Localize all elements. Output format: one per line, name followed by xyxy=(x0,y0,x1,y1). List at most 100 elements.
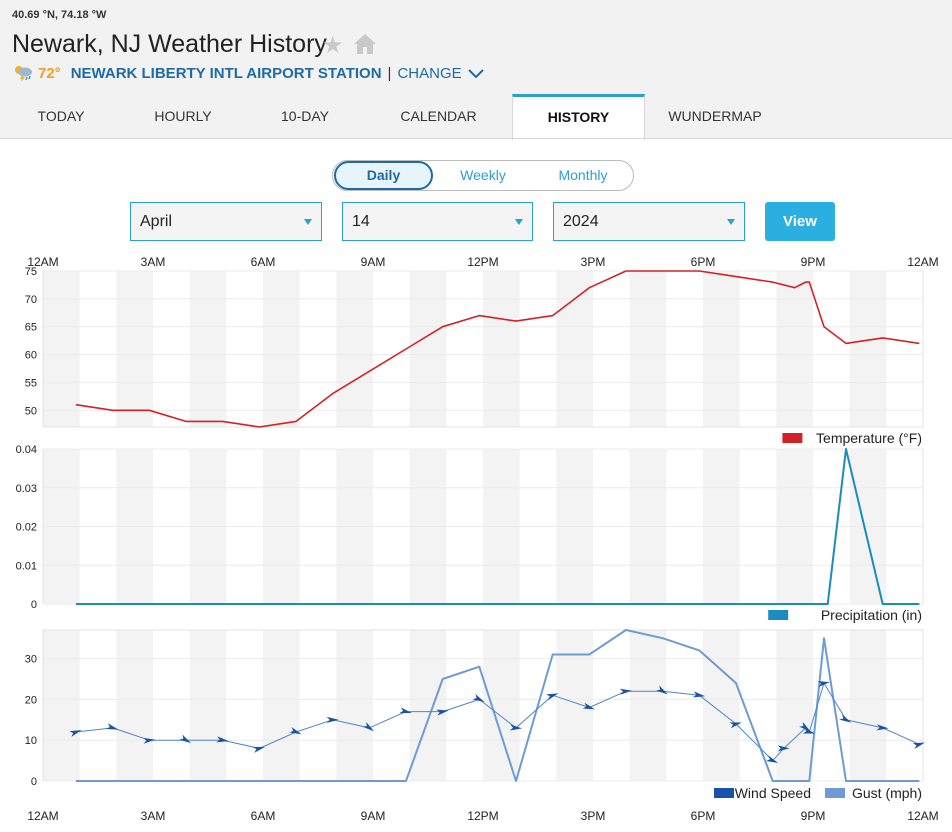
history-charts: 12AM 12AM 3AM 3AM 6AM 6AM 9AM 9AM 12PM 12PM 3PM 3PM… xyxy=(16,255,939,823)
legend-swatch xyxy=(782,433,803,443)
hour-band xyxy=(336,271,373,427)
wind-arrow-shape xyxy=(472,694,485,703)
wind-direction-arrow xyxy=(143,737,156,744)
wind-direction-arrow xyxy=(839,714,852,723)
x-tick-label-top: 12AM xyxy=(907,255,938,269)
wind-arrow-shape xyxy=(912,742,926,750)
gust-line xyxy=(76,629,920,782)
tab-history[interactable]: HISTORY xyxy=(512,94,645,140)
home-icon[interactable] xyxy=(353,33,377,55)
x-tick-label-top: 6PM xyxy=(691,255,716,269)
wind-direction-arrow xyxy=(766,755,779,763)
wind-arrow-shape xyxy=(656,685,668,695)
caret-down-icon xyxy=(304,219,312,225)
x-tick-label-top: 3PM xyxy=(581,255,606,269)
wind-direction-arrow xyxy=(399,707,412,714)
wind-direction-arrow xyxy=(729,722,742,729)
wind-arrow-shape xyxy=(777,745,790,752)
legend-label: Temperature (°F) xyxy=(816,430,922,446)
x-tick-label-bottom: 9PM xyxy=(801,809,826,823)
y-tick-label: 0.01 xyxy=(16,560,37,572)
tab-hourly[interactable]: HOURLY xyxy=(154,108,212,124)
wind-arrow-shape xyxy=(326,716,339,723)
hour-band xyxy=(629,630,667,781)
day-select[interactable]: 14 xyxy=(342,202,533,241)
x-tick-label-bottom: 3AM xyxy=(141,809,166,823)
tab-calendar[interactable]: CALENDAR xyxy=(400,108,477,124)
period-daily-button[interactable]: Daily xyxy=(334,161,433,190)
wind-arrow-shape xyxy=(509,724,522,731)
wind-direction-arrow xyxy=(912,742,926,750)
hour-band xyxy=(189,271,227,427)
wind-direction-arrow xyxy=(326,716,339,723)
hour-band xyxy=(43,271,80,427)
y-tick-label: 0.03 xyxy=(16,483,37,495)
x-tick-label-bottom: 12AM xyxy=(27,809,58,823)
view-button[interactable]: View xyxy=(765,202,835,241)
hour-band xyxy=(483,630,520,781)
wind-direction-arrow xyxy=(656,685,668,695)
station-link[interactable]: NEWARK LIBERTY INTL AIRPORT STATION xyxy=(70,64,382,82)
period-weekly-button[interactable]: Weekly xyxy=(460,167,506,183)
wind-arrow-shape xyxy=(143,737,156,744)
hour-band xyxy=(776,271,813,427)
year-select[interactable]: 2024 xyxy=(553,202,745,241)
x-tick-label-top: 12PM xyxy=(467,255,498,269)
wind-direction-arrow xyxy=(777,745,790,752)
wind-arrow-shape xyxy=(799,721,811,732)
x-tick-label-bottom: 3PM xyxy=(581,809,606,823)
wind-direction-arrow xyxy=(289,726,302,735)
y-tick-label: 30 xyxy=(25,654,37,666)
wind-direction-arrow xyxy=(106,723,119,730)
wind-arrow-shape xyxy=(179,734,192,744)
temperature-line xyxy=(75,270,920,428)
wind-arrow-shape xyxy=(802,727,816,734)
legend-swatch xyxy=(714,788,734,798)
wind-arrow-shape xyxy=(582,702,596,710)
wind-direction-arrow xyxy=(799,721,811,732)
wind-direction-arrow xyxy=(802,727,816,734)
wind-direction-arrow xyxy=(817,681,830,688)
wind-arrow-shape xyxy=(362,721,375,732)
wind-arrow-shape xyxy=(839,714,852,723)
wind-arrow-shape xyxy=(399,707,412,714)
change-station-link[interactable]: CHANGE xyxy=(397,64,462,82)
wind-arrow-shape xyxy=(106,723,119,730)
legend-label: Gust (mph) xyxy=(852,785,922,801)
year-value: 2024 xyxy=(563,213,599,230)
precipitation-line xyxy=(76,448,920,605)
period-toggle: Daily Weekly Monthly xyxy=(332,160,634,191)
caret-down-icon xyxy=(727,219,735,225)
star-icon[interactable]: ★ xyxy=(322,32,344,59)
wind-direction-arrow xyxy=(362,721,375,732)
header-band xyxy=(0,0,952,139)
legend-swatch xyxy=(768,610,789,620)
x-tick-label-top: 6AM xyxy=(251,255,276,269)
hour-band xyxy=(849,630,887,781)
wind-direction-arrow xyxy=(252,746,266,753)
current-conditions: 72° NEWARK LIBERTY INTL AIRPORT STATION … xyxy=(12,64,484,82)
day-value: 14 xyxy=(352,213,370,230)
caret-down-icon xyxy=(515,219,523,225)
tab-10-day[interactable]: 10-DAY xyxy=(281,108,329,124)
hour-band xyxy=(409,271,447,427)
wind-direction-arrow xyxy=(216,736,229,743)
tab-wundermap[interactable]: WUNDERMAP xyxy=(668,108,762,124)
thunderstorm-icon xyxy=(15,66,32,82)
x-tick-label-top: 9PM xyxy=(801,255,826,269)
wind-direction-arrow xyxy=(582,702,596,710)
chevron-down-icon[interactable] xyxy=(467,69,484,79)
hour-band xyxy=(263,271,300,427)
wind-arrow-shape xyxy=(619,688,632,695)
tab-divider xyxy=(0,138,952,139)
tab-today[interactable]: TODAY xyxy=(37,108,85,124)
x-tick-label-top: 9AM xyxy=(361,255,386,269)
month-select[interactable]: April xyxy=(130,202,322,241)
wind-arrow-shape xyxy=(436,709,449,716)
wind-direction-arrow xyxy=(619,688,632,695)
period-monthly-button[interactable]: Monthly xyxy=(558,167,608,183)
y-tick-label: 60 xyxy=(25,350,37,362)
hour-band xyxy=(776,630,813,781)
hour-band xyxy=(116,271,153,427)
wind-direction-arrow xyxy=(179,734,192,744)
